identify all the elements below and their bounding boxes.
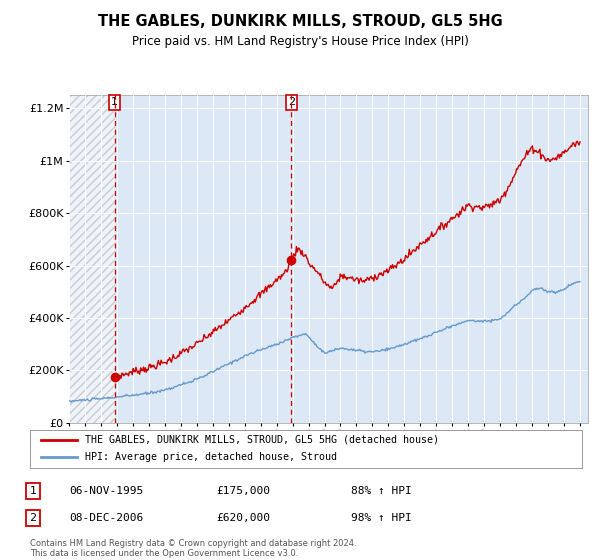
Text: 1: 1 bbox=[29, 486, 37, 496]
Text: £620,000: £620,000 bbox=[216, 513, 270, 523]
Text: 98% ↑ HPI: 98% ↑ HPI bbox=[351, 513, 412, 523]
Text: £175,000: £175,000 bbox=[216, 486, 270, 496]
Text: 08-DEC-2006: 08-DEC-2006 bbox=[69, 513, 143, 523]
Text: Contains HM Land Registry data © Crown copyright and database right 2024.: Contains HM Land Registry data © Crown c… bbox=[30, 539, 356, 548]
Bar bbox=[69, 95, 115, 423]
Text: THE GABLES, DUNKIRK MILLS, STROUD, GL5 5HG (detached house): THE GABLES, DUNKIRK MILLS, STROUD, GL5 5… bbox=[85, 435, 439, 445]
Text: Price paid vs. HM Land Registry's House Price Index (HPI): Price paid vs. HM Land Registry's House … bbox=[131, 35, 469, 48]
Text: This data is licensed under the Open Government Licence v3.0.: This data is licensed under the Open Gov… bbox=[30, 549, 298, 558]
Text: 06-NOV-1995: 06-NOV-1995 bbox=[69, 486, 143, 496]
Text: 1: 1 bbox=[111, 97, 118, 108]
Text: THE GABLES, DUNKIRK MILLS, STROUD, GL5 5HG: THE GABLES, DUNKIRK MILLS, STROUD, GL5 5… bbox=[98, 14, 502, 29]
Text: 2: 2 bbox=[288, 97, 295, 108]
Text: HPI: Average price, detached house, Stroud: HPI: Average price, detached house, Stro… bbox=[85, 452, 337, 463]
Text: 88% ↑ HPI: 88% ↑ HPI bbox=[351, 486, 412, 496]
Text: 2: 2 bbox=[29, 513, 37, 523]
